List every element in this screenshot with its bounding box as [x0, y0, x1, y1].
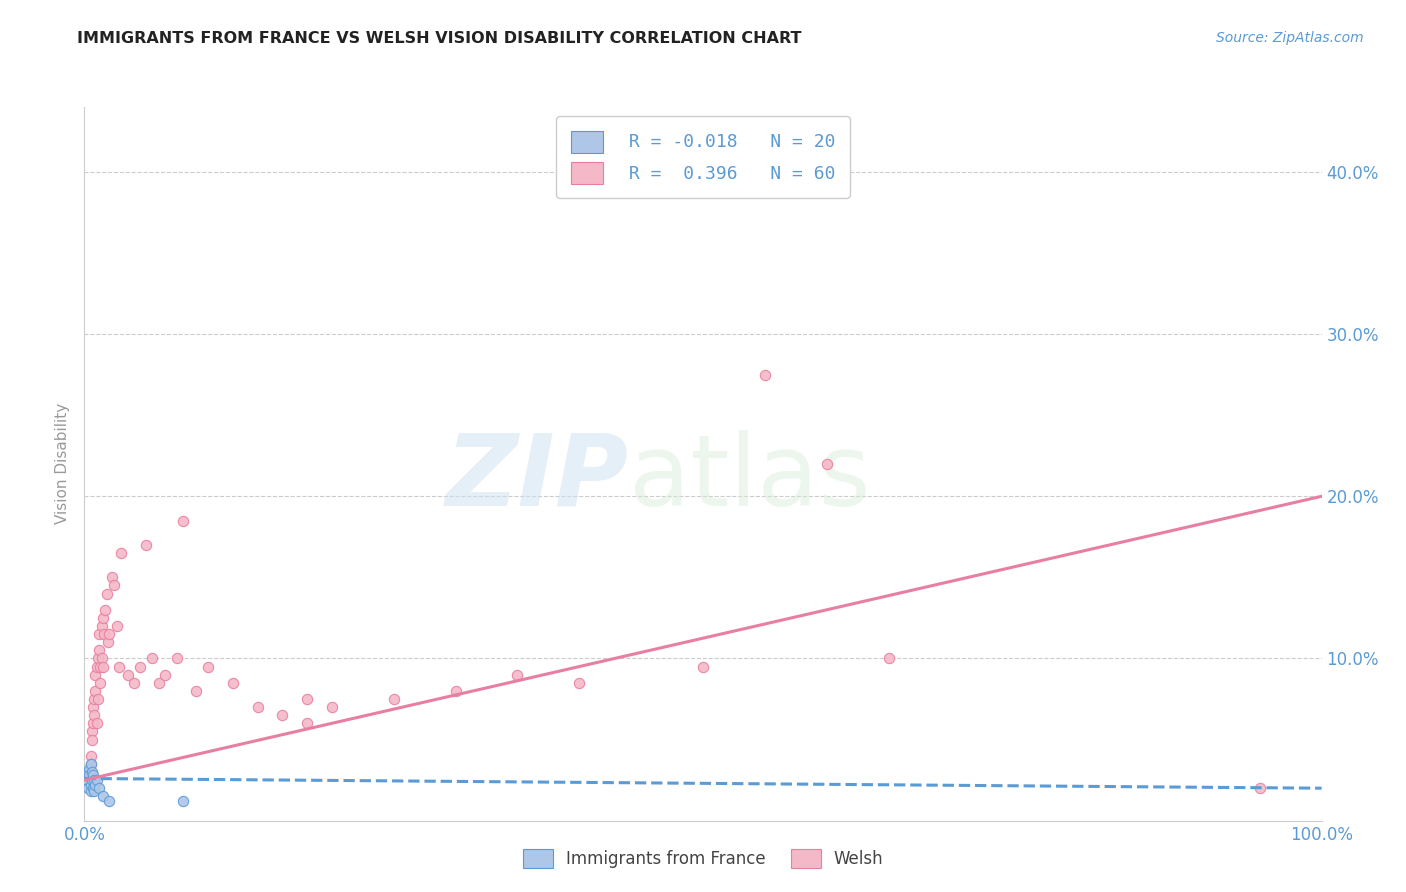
Point: [129, 659, 152, 673]
Point: [94, 603, 117, 617]
Legend: Immigrants from France, Welsh: Immigrants from France, Welsh: [516, 843, 890, 875]
Point: [108, 659, 131, 673]
Point: [100, 570, 122, 584]
Point: [79, 768, 101, 782]
Point: [103, 578, 125, 592]
Point: [692, 659, 714, 673]
Point: [321, 700, 343, 714]
Point: [89, 643, 111, 657]
Point: [105, 619, 128, 633]
Point: [93, 627, 115, 641]
Point: [89, 675, 111, 690]
Point: [82, 700, 104, 714]
Point: [295, 692, 318, 706]
Text: atlas: atlas: [628, 430, 870, 526]
Point: [98, 627, 121, 641]
Point: [122, 675, 145, 690]
Point: [382, 692, 405, 706]
Point: [77, 781, 100, 796]
Point: [184, 684, 207, 698]
Point: [77, 764, 100, 779]
Point: [91, 659, 114, 673]
Point: [172, 794, 194, 808]
Point: [89, 659, 111, 673]
Point: [82, 781, 104, 796]
Point: [79, 756, 101, 771]
Point: [79, 773, 101, 788]
Point: [87, 692, 110, 706]
Point: [79, 762, 101, 776]
Point: [84, 778, 107, 792]
Point: [135, 538, 157, 552]
Point: [91, 789, 114, 804]
Point: [79, 756, 101, 771]
Point: [80, 764, 103, 779]
Point: [76, 773, 98, 788]
Point: [96, 586, 118, 600]
Legend:  R = -0.018   N = 20,  R =  0.396   N = 60: R = -0.018 N = 20, R = 0.396 N = 60: [557, 116, 849, 198]
Point: [84, 684, 107, 698]
Point: [79, 784, 101, 798]
Point: [295, 716, 318, 731]
Point: [82, 716, 104, 731]
Point: [83, 773, 105, 788]
Point: [89, 781, 111, 796]
Point: [246, 700, 269, 714]
Point: [80, 773, 103, 788]
Point: [877, 651, 900, 665]
Text: IMMIGRANTS FROM FRANCE VS WELSH VISION DISABILITY CORRELATION CHART: IMMIGRANTS FROM FRANCE VS WELSH VISION D…: [77, 31, 801, 46]
Point: [444, 684, 467, 698]
Point: [86, 716, 108, 731]
Point: [1249, 781, 1271, 796]
Point: [87, 651, 110, 665]
Text: ZIP: ZIP: [446, 430, 628, 526]
Point: [222, 675, 245, 690]
Point: [97, 635, 120, 649]
Point: [148, 675, 170, 690]
Point: [98, 794, 121, 808]
Point: [172, 514, 194, 528]
Point: [197, 659, 219, 673]
Text: Source: ZipAtlas.com: Source: ZipAtlas.com: [1216, 31, 1364, 45]
Point: [815, 457, 838, 471]
Point: [153, 667, 176, 681]
Point: [91, 611, 114, 625]
Point: [568, 675, 591, 690]
Point: [90, 651, 112, 665]
Point: [117, 667, 139, 681]
Point: [79, 778, 101, 792]
Point: [89, 627, 111, 641]
Y-axis label: Vision Disability: Vision Disability: [55, 403, 70, 524]
Point: [83, 708, 105, 723]
Point: [86, 659, 108, 673]
Point: [141, 651, 163, 665]
Point: [80, 724, 103, 739]
Point: [79, 748, 101, 763]
Point: [86, 773, 108, 788]
Point: [754, 368, 776, 382]
Point: [110, 546, 132, 560]
Point: [90, 619, 112, 633]
Point: [84, 667, 107, 681]
Point: [166, 651, 188, 665]
Point: [506, 667, 529, 681]
Point: [77, 764, 100, 779]
Point: [82, 768, 104, 782]
Point: [80, 732, 103, 747]
Point: [83, 692, 105, 706]
Point: [83, 784, 105, 798]
Point: [271, 708, 294, 723]
